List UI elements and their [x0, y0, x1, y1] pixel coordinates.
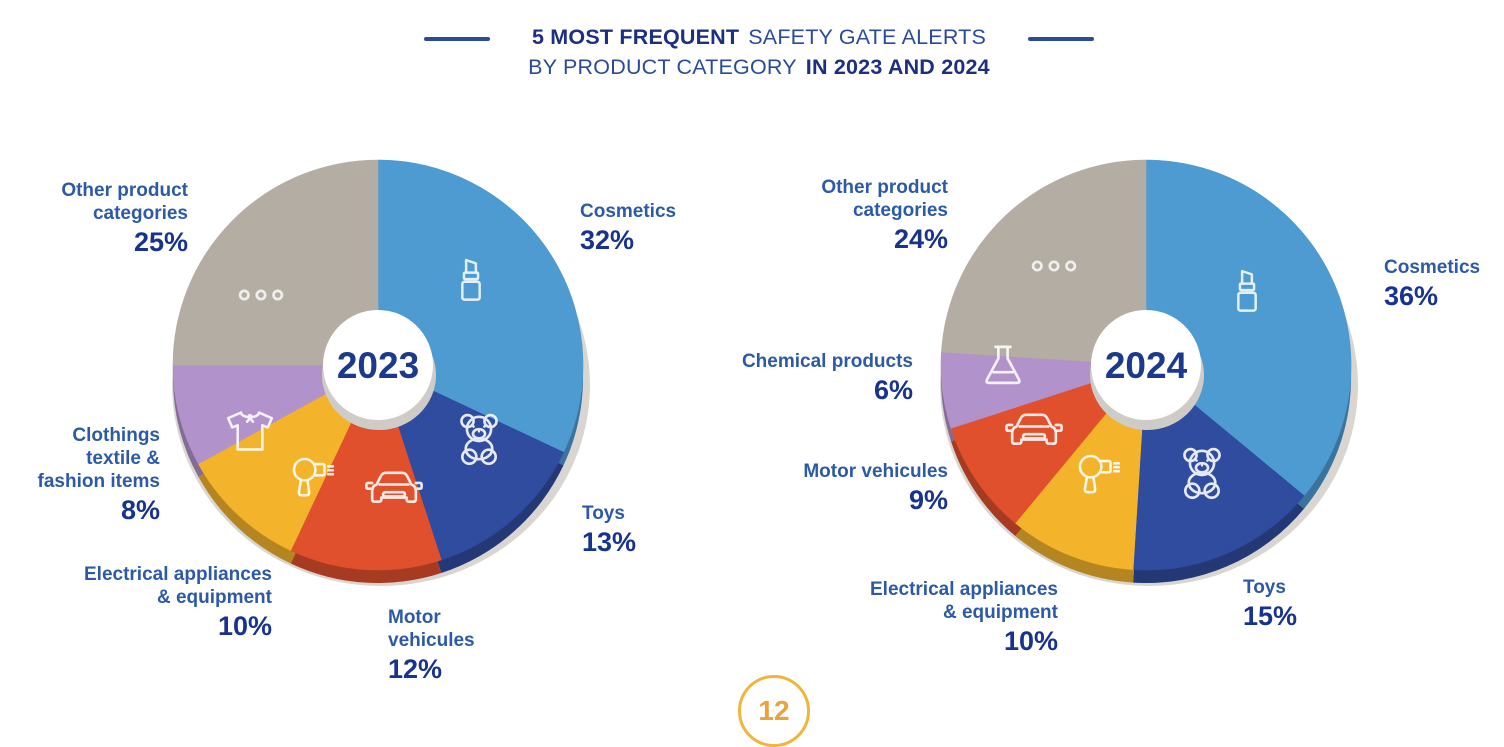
slice-label-text: Other product categories: [821, 177, 948, 221]
title-line2-regular: BY PRODUCT CATEGORY: [528, 55, 797, 79]
slice-pct-text: 32%: [580, 225, 635, 255]
slice-label-text: Clothings textile & fashion items: [37, 425, 160, 492]
pie-slice: [197, 364, 379, 551]
pie-slice: [941, 159, 1147, 366]
label-2024-electrical-appliances: Electrical appliances & equipment 10%: [868, 578, 1058, 656]
pie-chart-2023: 2023: [172, 159, 590, 586]
label-2023-motor-vehicules: Motor vehicules 12%: [388, 606, 498, 684]
title-line-1: 5 MOST FREQUENT SAFETY GATE ALERTS: [14, 24, 1504, 53]
slice-pct-text: 10%: [217, 611, 272, 641]
slice-label-text: Cosmetics: [580, 201, 677, 222]
infographic-page: { "title": { "line1_bold": "5 MOST FREQU…: [0, 24, 1504, 747]
slice-label-text: Electrical appliances & equipment: [84, 564, 272, 608]
page-number-text: 12: [758, 695, 790, 726]
slice-pct-text: 10%: [1003, 626, 1058, 656]
slice-label-text: Motor vehicules: [388, 607, 475, 651]
pie-slice: [290, 364, 442, 571]
slice-pct-text: 15%: [1243, 601, 1298, 631]
slice-label-text: Toys: [582, 503, 625, 524]
slice-pct-text: 13%: [582, 527, 637, 557]
label-2024-chemical-products: Chemical products 6%: [733, 350, 913, 405]
slice-pct-text: 6%: [873, 375, 913, 405]
slice-pct-text: 25%: [133, 227, 188, 257]
slice-pct-text: 12%: [388, 654, 443, 684]
label-2023-other-categories: Other product categories 25%: [38, 179, 188, 257]
slice-pct-text: 24%: [893, 224, 948, 254]
slice-pct-text: 8%: [120, 495, 160, 525]
slice-label-text: Cosmetics: [1384, 257, 1481, 278]
label-2023-clothings: Clothings textile & fashion items 8%: [32, 424, 160, 525]
slice-label-text: Motor vehicules: [803, 461, 948, 482]
slice-pct-text: 9%: [908, 485, 948, 515]
title-line2-bold: IN 2023 AND 2024: [805, 55, 990, 79]
title-line-2: BY PRODUCT CATEGORY IN 2023 AND 2024: [14, 54, 1504, 83]
pie-chart-2024: 2024: [940, 159, 1358, 586]
pie-slice: [172, 159, 379, 366]
label-2023-cosmetics: Cosmetics 32%: [580, 200, 676, 255]
slice-pct-text: 36%: [1384, 281, 1439, 311]
title-dash-left-icon: [423, 36, 490, 41]
title-line1-regular: SAFETY GATE ALERTS: [748, 25, 987, 49]
slice-label-text: Other product categories: [61, 180, 188, 224]
slice-label-text: Toys: [1243, 577, 1286, 598]
title-dash-right-icon: [1028, 36, 1095, 41]
pie-charts-canvas: 2023 2024: [172, 159, 1358, 586]
page-number-badge: 12: [738, 675, 810, 747]
title-line1-bold: 5 MOST FREQUENT: [531, 25, 740, 49]
label-2024-toys: Toys 15%: [1243, 576, 1297, 631]
label-2024-other-categories: Other product categories 24%: [798, 176, 948, 254]
label-2024-cosmetics: Cosmetics 36%: [1384, 256, 1480, 311]
label-2024-motor-vehicules: Motor vehicules 9%: [778, 460, 948, 515]
label-2023-electrical-appliances: Electrical appliances & equipment 10%: [72, 563, 272, 641]
page-title: 5 MOST FREQUENT SAFETY GATE ALERTS BY PRO…: [0, 24, 1504, 83]
pie-slice: [1145, 159, 1352, 497]
pie-center-year: 2023: [337, 345, 419, 386]
pie-center-year: 2024: [1105, 345, 1188, 386]
slice-label-text: Electrical appliances & equipment: [870, 579, 1058, 623]
title-line1-text: 5 MOST FREQUENT SAFETY GATE ALERTS: [532, 24, 986, 53]
slice-label-text: Chemical products: [741, 351, 913, 372]
label-2023-toys: Toys 13%: [582, 502, 636, 557]
